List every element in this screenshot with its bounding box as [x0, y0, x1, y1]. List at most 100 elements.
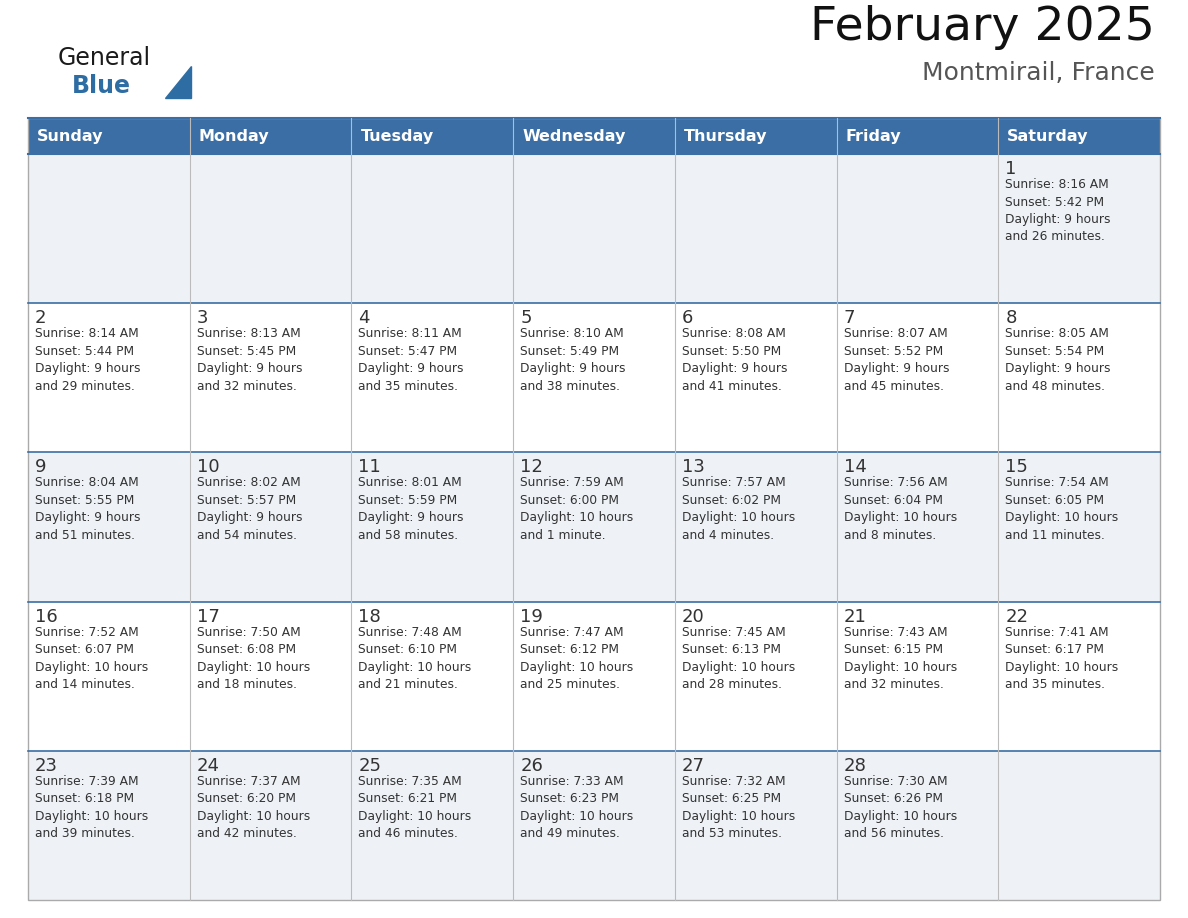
Text: Sunrise: 8:10 AM
Sunset: 5:49 PM
Daylight: 9 hours
and 38 minutes.: Sunrise: 8:10 AM Sunset: 5:49 PM Dayligh… — [520, 327, 626, 393]
Text: 28: 28 — [843, 756, 866, 775]
Bar — [29, 751, 190, 900]
Bar — [352, 303, 513, 453]
Bar — [190, 118, 352, 154]
Text: 22: 22 — [1005, 608, 1029, 625]
Bar — [998, 453, 1159, 601]
Bar — [836, 601, 998, 751]
Bar — [190, 154, 352, 303]
Bar — [513, 453, 675, 601]
Text: 3: 3 — [197, 309, 208, 327]
Bar — [675, 303, 836, 453]
Text: Sunrise: 7:43 AM
Sunset: 6:15 PM
Daylight: 10 hours
and 32 minutes.: Sunrise: 7:43 AM Sunset: 6:15 PM Dayligh… — [843, 625, 956, 691]
Bar — [190, 303, 352, 453]
Text: 7: 7 — [843, 309, 855, 327]
Bar — [29, 303, 190, 453]
Text: Sunrise: 8:08 AM
Sunset: 5:50 PM
Daylight: 9 hours
and 41 minutes.: Sunrise: 8:08 AM Sunset: 5:50 PM Dayligh… — [682, 327, 788, 393]
Text: Sunrise: 8:07 AM
Sunset: 5:52 PM
Daylight: 9 hours
and 45 minutes.: Sunrise: 8:07 AM Sunset: 5:52 PM Dayligh… — [843, 327, 949, 393]
Bar — [513, 154, 675, 303]
Text: 15: 15 — [1005, 458, 1028, 476]
Text: 17: 17 — [197, 608, 220, 625]
Bar — [190, 751, 352, 900]
Bar — [998, 751, 1159, 900]
Bar — [190, 453, 352, 601]
Text: Sunrise: 7:59 AM
Sunset: 6:00 PM
Daylight: 10 hours
and 1 minute.: Sunrise: 7:59 AM Sunset: 6:00 PM Dayligh… — [520, 476, 633, 542]
Bar — [675, 751, 836, 900]
Bar — [513, 118, 675, 154]
Text: Sunrise: 8:13 AM
Sunset: 5:45 PM
Daylight: 9 hours
and 32 minutes.: Sunrise: 8:13 AM Sunset: 5:45 PM Dayligh… — [197, 327, 302, 393]
Text: 27: 27 — [682, 756, 704, 775]
Bar — [29, 601, 190, 751]
Text: 20: 20 — [682, 608, 704, 625]
Bar — [190, 601, 352, 751]
Text: Sunrise: 7:52 AM
Sunset: 6:07 PM
Daylight: 10 hours
and 14 minutes.: Sunrise: 7:52 AM Sunset: 6:07 PM Dayligh… — [34, 625, 148, 691]
Bar — [998, 154, 1159, 303]
Text: Sunrise: 8:11 AM
Sunset: 5:47 PM
Daylight: 9 hours
and 35 minutes.: Sunrise: 8:11 AM Sunset: 5:47 PM Dayligh… — [359, 327, 465, 393]
Bar — [998, 303, 1159, 453]
Text: Sunrise: 7:32 AM
Sunset: 6:25 PM
Daylight: 10 hours
and 53 minutes.: Sunrise: 7:32 AM Sunset: 6:25 PM Dayligh… — [682, 775, 795, 840]
Bar — [836, 751, 998, 900]
Text: 23: 23 — [34, 756, 58, 775]
Text: 8: 8 — [1005, 309, 1017, 327]
Text: Tuesday: Tuesday — [360, 129, 434, 143]
Text: Sunrise: 7:39 AM
Sunset: 6:18 PM
Daylight: 10 hours
and 39 minutes.: Sunrise: 7:39 AM Sunset: 6:18 PM Dayligh… — [34, 775, 148, 840]
Bar — [998, 601, 1159, 751]
Bar — [836, 453, 998, 601]
Text: Sunrise: 7:41 AM
Sunset: 6:17 PM
Daylight: 10 hours
and 35 minutes.: Sunrise: 7:41 AM Sunset: 6:17 PM Dayligh… — [1005, 625, 1119, 691]
Text: February 2025: February 2025 — [810, 5, 1155, 50]
Bar — [836, 154, 998, 303]
Text: Monday: Monday — [198, 129, 270, 143]
Bar — [675, 118, 836, 154]
Text: Sunrise: 7:48 AM
Sunset: 6:10 PM
Daylight: 10 hours
and 21 minutes.: Sunrise: 7:48 AM Sunset: 6:10 PM Dayligh… — [359, 625, 472, 691]
Bar — [836, 118, 998, 154]
Text: Sunrise: 7:30 AM
Sunset: 6:26 PM
Daylight: 10 hours
and 56 minutes.: Sunrise: 7:30 AM Sunset: 6:26 PM Dayligh… — [843, 775, 956, 840]
Bar — [29, 453, 190, 601]
Text: Thursday: Thursday — [684, 129, 767, 143]
Text: Sunrise: 8:02 AM
Sunset: 5:57 PM
Daylight: 9 hours
and 54 minutes.: Sunrise: 8:02 AM Sunset: 5:57 PM Dayligh… — [197, 476, 302, 542]
Bar — [352, 118, 513, 154]
Text: 16: 16 — [34, 608, 58, 625]
Text: Friday: Friday — [846, 129, 902, 143]
Text: 12: 12 — [520, 458, 543, 476]
Bar — [513, 303, 675, 453]
Text: 9: 9 — [34, 458, 46, 476]
Text: 6: 6 — [682, 309, 694, 327]
Text: Wednesday: Wednesday — [523, 129, 626, 143]
Text: Sunrise: 7:54 AM
Sunset: 6:05 PM
Daylight: 10 hours
and 11 minutes.: Sunrise: 7:54 AM Sunset: 6:05 PM Dayligh… — [1005, 476, 1119, 542]
Text: 11: 11 — [359, 458, 381, 476]
Text: 26: 26 — [520, 756, 543, 775]
Bar — [352, 751, 513, 900]
Text: 1: 1 — [1005, 160, 1017, 178]
Bar — [513, 601, 675, 751]
Bar — [29, 154, 190, 303]
Text: Sunrise: 7:45 AM
Sunset: 6:13 PM
Daylight: 10 hours
and 28 minutes.: Sunrise: 7:45 AM Sunset: 6:13 PM Dayligh… — [682, 625, 795, 691]
Text: Sunrise: 7:47 AM
Sunset: 6:12 PM
Daylight: 10 hours
and 25 minutes.: Sunrise: 7:47 AM Sunset: 6:12 PM Dayligh… — [520, 625, 633, 691]
Text: 24: 24 — [197, 756, 220, 775]
Text: 5: 5 — [520, 309, 532, 327]
Text: Montmirail, France: Montmirail, France — [922, 61, 1155, 85]
Bar — [675, 453, 836, 601]
Text: Sunrise: 8:01 AM
Sunset: 5:59 PM
Daylight: 9 hours
and 58 minutes.: Sunrise: 8:01 AM Sunset: 5:59 PM Dayligh… — [359, 476, 465, 542]
Text: General: General — [58, 46, 151, 70]
Text: Sunrise: 7:56 AM
Sunset: 6:04 PM
Daylight: 10 hours
and 8 minutes.: Sunrise: 7:56 AM Sunset: 6:04 PM Dayligh… — [843, 476, 956, 542]
Text: 19: 19 — [520, 608, 543, 625]
Text: 13: 13 — [682, 458, 704, 476]
Bar — [836, 303, 998, 453]
Text: 25: 25 — [359, 756, 381, 775]
Bar — [29, 118, 1159, 900]
Bar — [352, 601, 513, 751]
Text: 14: 14 — [843, 458, 866, 476]
Text: 21: 21 — [843, 608, 866, 625]
Polygon shape — [165, 66, 191, 98]
Text: Sunrise: 8:05 AM
Sunset: 5:54 PM
Daylight: 9 hours
and 48 minutes.: Sunrise: 8:05 AM Sunset: 5:54 PM Dayligh… — [1005, 327, 1111, 393]
Text: Sunrise: 8:16 AM
Sunset: 5:42 PM
Daylight: 9 hours
and 26 minutes.: Sunrise: 8:16 AM Sunset: 5:42 PM Dayligh… — [1005, 178, 1111, 243]
Text: 4: 4 — [359, 309, 369, 327]
Bar — [352, 453, 513, 601]
Text: 10: 10 — [197, 458, 220, 476]
Text: Sunrise: 8:14 AM
Sunset: 5:44 PM
Daylight: 9 hours
and 29 minutes.: Sunrise: 8:14 AM Sunset: 5:44 PM Dayligh… — [34, 327, 140, 393]
Bar — [675, 154, 836, 303]
Text: 18: 18 — [359, 608, 381, 625]
Text: Sunrise: 7:33 AM
Sunset: 6:23 PM
Daylight: 10 hours
and 49 minutes.: Sunrise: 7:33 AM Sunset: 6:23 PM Dayligh… — [520, 775, 633, 840]
Bar — [998, 118, 1159, 154]
Text: Sunrise: 8:04 AM
Sunset: 5:55 PM
Daylight: 9 hours
and 51 minutes.: Sunrise: 8:04 AM Sunset: 5:55 PM Dayligh… — [34, 476, 140, 542]
Text: Sunrise: 7:57 AM
Sunset: 6:02 PM
Daylight: 10 hours
and 4 minutes.: Sunrise: 7:57 AM Sunset: 6:02 PM Dayligh… — [682, 476, 795, 542]
